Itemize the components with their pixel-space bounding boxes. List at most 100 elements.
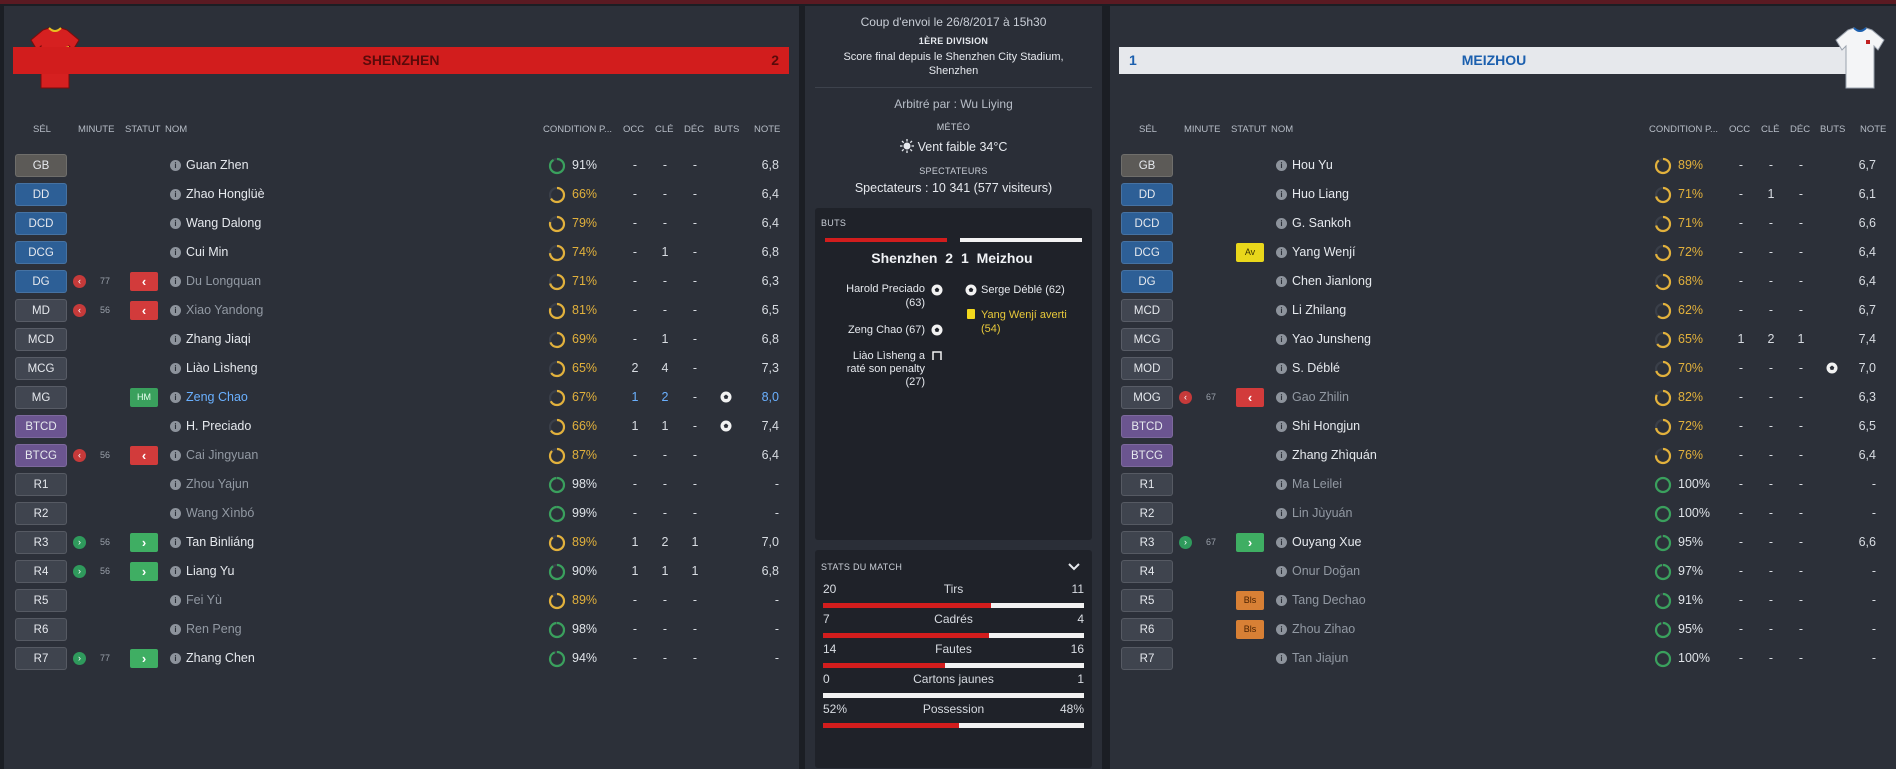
info-icon[interactable]: i (1276, 247, 1287, 258)
position-badge[interactable]: BTCG (1121, 444, 1173, 467)
position-badge[interactable]: BTCG (15, 444, 67, 467)
player-row[interactable]: MCG i Liào Lìsheng 65% 2 4 - 7,3 (4, 354, 799, 383)
position-badge[interactable]: R6 (1121, 618, 1173, 641)
info-icon[interactable]: i (170, 392, 181, 403)
position-badge[interactable]: BTCD (15, 415, 67, 438)
col-dec[interactable]: DÉC (684, 124, 705, 135)
player-name[interactable]: G. Sankoh (1292, 216, 1352, 230)
player-row[interactable]: R5 Bls i Tang Dechao 91% - - - - (1110, 586, 1896, 615)
player-row[interactable]: BTCG i Zhang Zhìquán 76% - - - 6,4 (1110, 441, 1896, 470)
info-icon[interactable]: i (170, 421, 181, 432)
player-row[interactable]: DCD i Wang Dalong 79% - - - 6,4 (4, 209, 799, 238)
player-row[interactable]: GB i Guan Zhen 91% - - - 6,8 (4, 151, 799, 180)
player-name[interactable]: Guan Zhen (186, 158, 249, 172)
home-missed-penalty-event[interactable]: Liào Lìsheng a raté son penalty (27) (815, 350, 925, 389)
position-badge[interactable]: R7 (15, 647, 67, 670)
info-icon[interactable]: i (170, 537, 181, 548)
col-nom[interactable]: NOM (1271, 124, 1294, 135)
col-nom[interactable]: NOM (165, 124, 188, 135)
player-name[interactable]: Fei Yù (186, 593, 222, 607)
position-badge[interactable]: MCG (15, 357, 67, 380)
info-icon[interactable]: i (170, 363, 181, 374)
col-minute[interactable]: MINUTE (78, 124, 115, 135)
player-name[interactable]: Zhou Zihao (1292, 622, 1356, 636)
player-name[interactable]: Ma Leilei (1292, 477, 1343, 491)
player-name[interactable]: Tang Dechao (1292, 593, 1366, 607)
goals-home-team[interactable]: Shenzhen (871, 250, 938, 266)
info-icon[interactable]: i (1276, 160, 1287, 171)
player-name[interactable]: Tan Binliáng (186, 535, 255, 549)
player-row[interactable]: R3 › 56 › i Tan Binliáng 89% 1 2 1 7,0 (4, 528, 799, 557)
position-badge[interactable]: BTCD (1121, 415, 1173, 438)
position-badge[interactable]: MD (15, 299, 67, 322)
info-icon[interactable]: i (1276, 363, 1287, 374)
player-row[interactable]: MCD i Zhang Jiaqi 69% - 1 - 6,8 (4, 325, 799, 354)
col-occ[interactable]: OCC (1729, 124, 1751, 135)
info-icon[interactable]: i (170, 160, 181, 171)
player-row[interactable]: MCD i Li Zhilang 62% - - - 6,7 (1110, 296, 1896, 325)
position-badge[interactable]: MCD (15, 328, 67, 351)
player-name[interactable]: H. Preciado (186, 419, 252, 433)
position-badge[interactable]: DCD (15, 212, 67, 235)
player-name[interactable]: Cui Min (186, 245, 229, 259)
position-badge[interactable]: R4 (1121, 560, 1173, 583)
position-badge[interactable]: R3 (1121, 531, 1173, 554)
player-row[interactable]: DCG Av i Yang Wenjí 72% - - - 6,4 (1110, 238, 1896, 267)
position-badge[interactable]: MCD (1121, 299, 1173, 322)
player-name[interactable]: Yao Junsheng (1292, 332, 1371, 346)
player-name[interactable]: S. Déblé (1292, 361, 1340, 375)
player-row[interactable]: R3 › 67 › i Ouyang Xue 95% - - - 6,6 (1110, 528, 1896, 557)
player-row[interactable]: MCG i Yao Junsheng 65% 1 2 1 7,4 (1110, 325, 1896, 354)
player-name[interactable]: Onur Doğan (1292, 564, 1361, 578)
info-icon[interactable]: i (170, 247, 181, 258)
position-badge[interactable]: R7 (1121, 647, 1173, 670)
position-badge[interactable]: GB (1121, 154, 1173, 177)
position-badge[interactable]: DG (1121, 270, 1173, 293)
position-badge[interactable]: R2 (1121, 502, 1173, 525)
col-cle[interactable]: CLÉ (1761, 124, 1780, 135)
player-name[interactable]: Zhao Honglüè (186, 187, 265, 201)
player-name[interactable]: Liang Yu (186, 564, 235, 578)
info-icon[interactable]: i (1276, 392, 1287, 403)
info-icon[interactable]: i (170, 189, 181, 200)
player-name[interactable]: Ren Peng (186, 622, 242, 636)
player-row[interactable]: R7 › 77 › i Zhang Chen 94% - - - - (4, 644, 799, 673)
position-badge[interactable]: GB (15, 154, 67, 177)
col-condition[interactable]: CONDITION P... (1649, 124, 1718, 135)
position-badge[interactable]: R3 (15, 531, 67, 554)
player-row[interactable]: R4 › 56 › i Liang Yu 90% 1 1 1 6,8 (4, 557, 799, 586)
info-icon[interactable]: i (1276, 189, 1287, 200)
player-name[interactable]: Wang Dalong (186, 216, 262, 230)
home-goal-event[interactable]: Zeng Chao (67) (847, 324, 925, 336)
player-name[interactable]: Shi Hongjun (1292, 419, 1361, 433)
goals-away-team[interactable]: Meizhou (976, 250, 1033, 266)
col-occ[interactable]: OCC (623, 124, 645, 135)
player-row[interactable]: MOD i S. Déblé 70% - - - 7,0 (1110, 354, 1896, 383)
player-row[interactable]: R6 i Ren Peng 98% - - - - (4, 615, 799, 644)
player-row[interactable]: R2 i Wang Xìnbó 99% - - - - (4, 499, 799, 528)
info-icon[interactable]: i (1276, 566, 1287, 577)
player-name[interactable]: Gao Zhilin (1292, 390, 1349, 404)
info-icon[interactable]: i (170, 276, 181, 287)
player-row[interactable]: MD ‹ 56 ‹ i Xiao Yandong 81% - - - 6,5 (4, 296, 799, 325)
position-badge[interactable]: R5 (1121, 589, 1173, 612)
info-icon[interactable]: i (1276, 334, 1287, 345)
player-row[interactable]: GB i Hou Yu 89% - - - 6,7 (1110, 151, 1896, 180)
player-row[interactable]: DD i Huo Liang 71% - 1 - 6,1 (1110, 180, 1896, 209)
info-icon[interactable]: i (170, 305, 181, 316)
info-icon[interactable]: i (1276, 218, 1287, 229)
player-row[interactable]: DD i Zhao Honglüè 66% - - - 6,4 (4, 180, 799, 209)
col-buts[interactable]: BUTS (1820, 124, 1846, 135)
player-name[interactable]: Liào Lìsheng (186, 361, 258, 375)
home-goal-event[interactable]: Harold Preciado (63) (815, 282, 925, 310)
player-row[interactable]: R5 i Fei Yù 89% - - - - (4, 586, 799, 615)
position-badge[interactable]: DG (15, 270, 67, 293)
info-icon[interactable]: i (1276, 421, 1287, 432)
position-badge[interactable]: DD (1121, 183, 1173, 206)
chevron-down-icon[interactable] (1068, 562, 1080, 572)
away-booking-event[interactable]: Yang Wenjí averti (54) (981, 308, 1067, 336)
player-row[interactable]: BTCD i Shi Hongjun 72% - - - 6,5 (1110, 412, 1896, 441)
player-name[interactable]: Zhang Zhìquán (1292, 448, 1377, 462)
info-icon[interactable]: i (170, 566, 181, 577)
position-badge[interactable]: MG (15, 386, 67, 409)
